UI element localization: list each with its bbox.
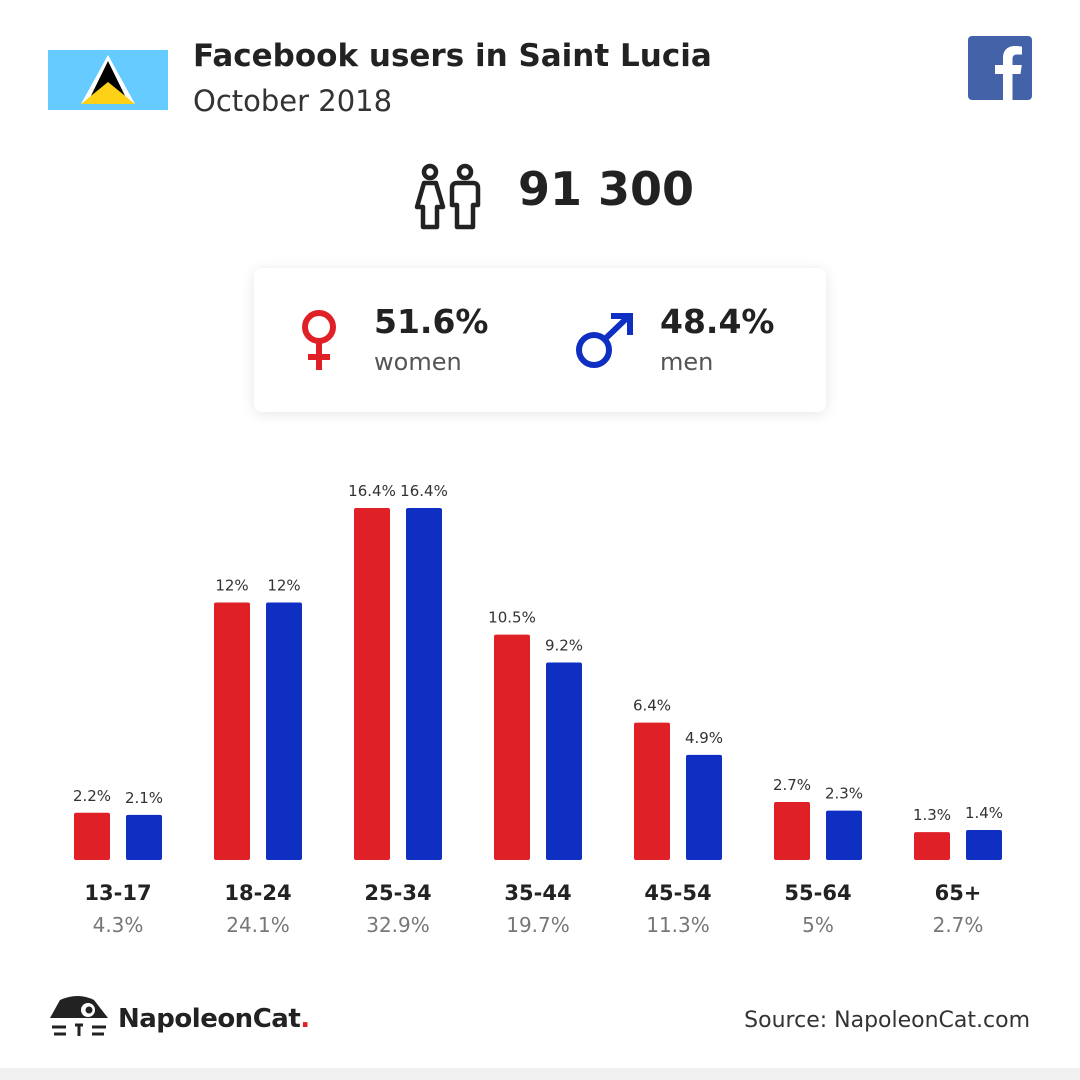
category-label-65+: 65+ [935, 881, 982, 905]
category-total-55-64: 5% [802, 913, 834, 937]
bottom-strip [0, 1068, 1080, 1080]
data-label-women-25-34: 16.4% [348, 482, 396, 500]
data-label-men-55-64: 2.3% [825, 785, 863, 803]
men-percentage: 48.4% [660, 302, 775, 341]
data-label-men-18-24: 12% [267, 576, 300, 594]
category-total-65+: 2.7% [933, 913, 984, 937]
bar-men-25-34 [406, 508, 442, 860]
category-label-45-54: 45-54 [644, 881, 711, 905]
data-label-men-45-54: 4.9% [685, 729, 723, 747]
bar-women-25-34 [354, 508, 390, 860]
source-credit: Source: NapoleonCat.com [744, 1008, 1030, 1033]
female-symbol-icon [298, 308, 340, 372]
data-label-women-45-54: 6.4% [633, 697, 671, 715]
women-percentage: 51.6% [374, 302, 489, 341]
bar-men-45-54 [686, 754, 722, 860]
age-gender-bar-chart: 2.2% 2.1% 13-17 4.3% 12% 12% 18-24 24.1% 16.4% 16… [73, 482, 1003, 937]
data-label-men-25-34: 16.4% [400, 482, 448, 500]
male-symbol-icon [574, 312, 636, 370]
brand-text: NapoleonCat [118, 1004, 301, 1034]
category-label-35-44: 35-44 [504, 881, 571, 905]
category-total-18-24: 24.1% [226, 913, 290, 937]
total-users: 91 300 [518, 162, 695, 216]
category-total-25-34: 32.9% [366, 913, 430, 937]
bar-men-18-24 [266, 602, 302, 860]
people-icon [412, 163, 484, 231]
bar-women-45-54 [634, 722, 670, 860]
bar-women-18-24 [214, 602, 250, 860]
saint-lucia-flag-icon [48, 50, 168, 110]
bar-women-13-17 [74, 812, 110, 860]
women-label: women [374, 348, 462, 376]
bar-men-35-44 [546, 662, 582, 860]
page-subtitle: October 2018 [193, 84, 393, 118]
category-total-35-44: 19.7% [506, 913, 570, 937]
bar-women-35-44 [494, 634, 530, 860]
data-label-women-13-17: 2.2% [73, 787, 111, 805]
category-label-18-24: 18-24 [224, 881, 291, 905]
data-label-women-35-44: 10.5% [488, 609, 536, 627]
bar-women-55-64 [774, 802, 810, 860]
page-title: Facebook users in Saint Lucia [193, 38, 712, 74]
bar-men-55-64 [826, 810, 862, 860]
brand-dot: . [300, 1004, 310, 1034]
data-label-women-65+: 1.3% [913, 806, 951, 824]
category-label-55-64: 55-64 [784, 881, 851, 905]
category-label-13-17: 13-17 [84, 881, 151, 905]
men-label: men [660, 348, 714, 376]
category-label-25-34: 25-34 [364, 881, 431, 905]
category-total-13-17: 4.3% [93, 913, 144, 937]
gender-card [254, 268, 826, 412]
bar-men-65+ [966, 829, 1002, 860]
category-total-45-54: 11.3% [646, 913, 710, 937]
data-label-men-65+: 1.4% [965, 804, 1003, 822]
bar-women-65+ [914, 832, 950, 860]
napoleoncat-logo-icon [48, 994, 110, 1044]
bar-men-13-17 [126, 814, 162, 860]
data-label-men-13-17: 2.1% [125, 789, 163, 807]
data-label-women-55-64: 2.7% [773, 776, 811, 794]
brand-name: NapoleonCat. [118, 1004, 310, 1034]
data-label-men-35-44: 9.2% [545, 637, 583, 655]
facebook-logo-icon [968, 36, 1032, 100]
data-label-women-18-24: 12% [215, 576, 248, 594]
